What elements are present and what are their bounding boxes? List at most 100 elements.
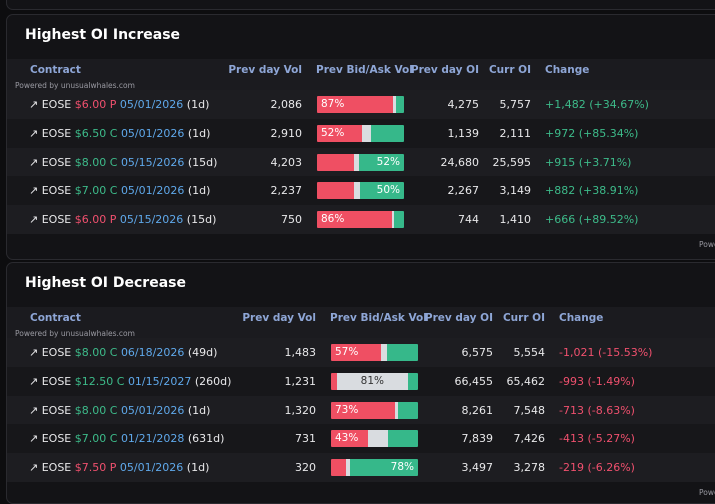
column-header[interactable]: Prev day Vol — [228, 64, 302, 76]
dte: (1d) — [187, 403, 211, 417]
expiry: 06/18/2026 — [120, 346, 185, 359]
column-header[interactable]: Change — [545, 64, 590, 76]
strike: $12.50 C — [74, 374, 125, 388]
bar-segment — [317, 124, 363, 142]
header-row — [7, 307, 715, 338]
bid-ask-label: 57% — [335, 346, 359, 358]
bar-segment — [380, 344, 387, 361]
column-header[interactable]: Curr OI — [488, 64, 531, 76]
table-row[interactable]: ↗ EOSE $8.00 C 06/18/2026 (49d) 1,483 57% 6… — [7, 338, 715, 367]
change: -713 (-8.63%) — [559, 403, 635, 417]
contract: ↗ EOSE $7.00 C 01/21/2028 (631d) — [29, 424, 224, 453]
bar-segment — [370, 124, 404, 142]
ticker: EOSE — [41, 346, 72, 359]
panel-title: Highest OI Decrease — [25, 275, 186, 291]
bar-segment — [394, 211, 404, 229]
bid-ask-bar: 52% — [317, 153, 404, 171]
expiry: 05/01/2026 — [120, 403, 185, 417]
bar-segment — [397, 401, 418, 419]
bar-segment — [317, 182, 355, 200]
expiry: 01/15/2027 — [127, 374, 192, 388]
prev-day-oi: 7,839 — [461, 432, 494, 446]
table-row[interactable]: ↗ EOSE $6.00 P 05/15/2026 (15d) 750 86% 744… — [7, 205, 715, 235]
column-header[interactable]: Prev day OI — [410, 64, 479, 76]
header-row — [7, 59, 715, 90]
prev-day-oi: 2,267 — [447, 184, 480, 198]
column-header[interactable]: Prev Bid/Ask Vol — [316, 64, 413, 76]
change: +666 (+89.52%) — [545, 213, 639, 227]
bar-segment — [317, 211, 392, 229]
bar-segment — [391, 211, 395, 229]
bar-segment — [354, 153, 359, 171]
previous-panel — [6, 0, 715, 10]
dte: (1d) — [187, 184, 211, 198]
prev-day-vol: 1,231 — [284, 374, 317, 388]
bar-segment — [396, 96, 404, 113]
table-row[interactable]: ↗ EOSE $8.00 C 05/15/2026 (15d) 4,203 52% 2… — [7, 147, 715, 177]
bar-segment — [386, 344, 418, 361]
bar-segment — [317, 96, 393, 113]
dte: (1d) — [186, 98, 210, 111]
column-header[interactable]: Prev day OI — [424, 312, 493, 324]
curr-oi: 65,462 — [506, 374, 546, 388]
bar-segment — [331, 344, 381, 361]
prev-day-vol: 1,483 — [284, 346, 317, 359]
curr-oi: 7,426 — [513, 432, 546, 446]
prev-day-oi: 1,139 — [447, 126, 480, 140]
contract: ↗ EOSE $7.00 C 05/01/2026 (1d) — [29, 176, 210, 205]
contract: ↗ EOSE $8.00 C 05/01/2026 (1d) — [29, 396, 210, 425]
table-row[interactable]: ↗ EOSE $6.50 C 05/01/2026 (1d) 2,910 52% 1,… — [7, 118, 715, 148]
bid-ask-bar: 57% — [331, 344, 418, 361]
table-row[interactable]: ↗ EOSE $7.00 C 05/01/2026 (1d) 2,237 50% 2,… — [7, 176, 715, 206]
column-header[interactable]: Prev Bid/Ask Vol — [330, 312, 427, 324]
contract: ↗ EOSE $12.50 C 01/15/2027 (260d) — [29, 367, 231, 396]
column-header[interactable]: Curr OI — [502, 312, 545, 324]
bar-segment — [407, 372, 418, 390]
bar-segment — [331, 372, 338, 390]
contract: ↗ EOSE $6.00 P 05/15/2026 (15d) — [29, 205, 216, 234]
bar-segment — [354, 182, 361, 200]
curr-oi: 5,757 — [499, 98, 532, 111]
bar-segment — [358, 153, 404, 171]
ticker: EOSE — [41, 461, 72, 475]
strike: $7.00 C — [74, 432, 118, 446]
arrow-icon: ↗ — [29, 461, 42, 475]
column-header[interactable]: Contract — [30, 312, 81, 324]
prev-day-oi: 8,261 — [461, 403, 494, 417]
bid-ask-bar: 81% — [331, 372, 418, 390]
bar-segment — [392, 96, 397, 113]
curr-oi: 2,111 — [499, 126, 532, 140]
bar-segment — [317, 153, 355, 171]
bid-ask-label: 87% — [321, 98, 345, 110]
ticker: EOSE — [41, 213, 72, 227]
change: -413 (-5.27%) — [559, 432, 635, 446]
table-row[interactable]: ↗ EOSE $7.50 P 05/01/2026 (1d) 320 78% 3,49… — [7, 453, 715, 483]
table-row[interactable]: ↗ EOSE $8.00 C 05/01/2026 (1d) 1,320 73% 8,… — [7, 395, 715, 425]
arrow-icon: ↗ — [29, 213, 42, 227]
column-header[interactable]: Prev day Vol — [242, 312, 316, 324]
change: +915 (+3.71%) — [545, 155, 632, 169]
table-row[interactable]: ↗ EOSE $7.00 C 01/21/2028 (631d) 731 43% 7,… — [7, 424, 715, 454]
column-header[interactable]: Change — [559, 312, 604, 324]
powered-by: Powered by unusualwhales.com — [15, 329, 135, 338]
column-header[interactable]: Contract — [30, 64, 81, 76]
contract: ↗ EOSE $6.50 C 05/01/2026 (1d) — [29, 119, 210, 148]
prev-day-vol: 750 — [281, 213, 302, 227]
bar-segment — [368, 430, 389, 448]
expiry: 05/01/2026 — [120, 126, 185, 140]
change: -993 (-1.49%) — [559, 374, 635, 388]
strike: $7.50 P — [74, 461, 117, 475]
ticker: EOSE — [41, 432, 72, 446]
bar-segment — [360, 182, 404, 200]
contract: ↗ EOSE $8.00 C 06/18/2026 (49d) — [29, 338, 217, 367]
arrow-icon: ↗ — [29, 346, 42, 359]
change: +1,482 (+34.67%) — [545, 98, 649, 111]
change: +882 (+38.91%) — [545, 184, 639, 198]
bid-ask-bar: 50% — [317, 182, 404, 200]
dte: (49d) — [187, 346, 218, 359]
page: Highest OI Increase Contract Prev day Vol P… — [6, 0, 715, 504]
bid-ask-label: 78% — [390, 461, 414, 474]
table-row[interactable]: ↗ EOSE $12.50 C 01/15/2027 (260d) 1,231 81… — [7, 366, 715, 396]
prev-day-oi: 66,455 — [454, 374, 494, 388]
table-row[interactable]: ↗ EOSE $6.00 P 05/01/2026 (1d) 2,086 87% 4,… — [7, 90, 715, 119]
